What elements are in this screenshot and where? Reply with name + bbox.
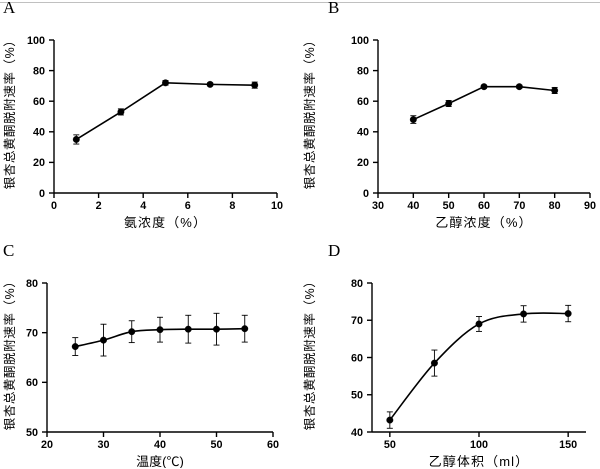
svg-text:100: 100 [470,439,488,451]
svg-text:60: 60 [33,96,45,108]
svg-text:50: 50 [210,439,222,451]
svg-text:50: 50 [443,200,455,212]
svg-text:50: 50 [384,439,396,451]
svg-text:4: 4 [140,200,146,212]
svg-text:40: 40 [351,427,363,439]
svg-text:60: 60 [478,200,490,212]
svg-text:20: 20 [33,157,45,169]
svg-text:60: 60 [351,352,363,364]
svg-text:100: 100 [27,35,45,47]
svg-text:60: 60 [267,439,279,451]
svg-text:20: 20 [41,439,53,451]
svg-text:40: 40 [407,200,419,212]
svg-text:40: 40 [357,127,369,139]
svg-text:90: 90 [584,200,596,212]
svg-text:40: 40 [154,439,166,451]
svg-text:60: 60 [26,377,38,389]
svg-text:30: 30 [372,200,384,212]
svg-text:D: D [328,241,340,260]
svg-text:80: 80 [351,278,363,290]
svg-text:100: 100 [351,35,369,47]
svg-text:70: 70 [513,200,525,212]
svg-text:B: B [328,0,339,17]
svg-text:80: 80 [357,65,369,77]
svg-text:6: 6 [185,200,191,212]
svg-text:70: 70 [351,315,363,327]
svg-text:银杏总黄酮脱附速率（%）: 银杏总黄酮脱附速率（%） [3,275,17,431]
svg-text:150: 150 [559,439,577,451]
svg-text:30: 30 [97,439,109,451]
svg-text:银杏总黄酮脱附速率（%）: 银杏总黄酮脱附速率（%） [303,34,317,190]
svg-text:0: 0 [363,188,369,200]
svg-text:氨浓度（%）: 氨浓度（%） [124,215,207,230]
svg-text:2: 2 [96,200,102,212]
svg-text:银杏总黄酮脱附速率（%）: 银杏总黄酮脱附速率（%） [303,275,317,431]
svg-text:10: 10 [271,200,283,212]
svg-text:70: 70 [26,327,38,339]
svg-text:C: C [3,241,14,260]
svg-text:乙醇体积（ml）: 乙醇体积（ml） [429,454,530,468]
svg-text:50: 50 [26,427,38,439]
svg-text:20: 20 [357,157,369,169]
svg-text:60: 60 [357,96,369,108]
svg-text:0: 0 [51,200,57,212]
svg-text:温度(℃): 温度(℃) [136,454,184,468]
svg-text:A: A [3,0,16,17]
svg-text:80: 80 [26,278,38,290]
svg-text:0: 0 [39,188,45,200]
svg-text:8: 8 [229,200,235,212]
svg-text:80: 80 [549,200,561,212]
svg-text:乙醇浓度（%）: 乙醇浓度（%） [435,215,532,230]
svg-text:银杏总黄酮脱附速率（%）: 银杏总黄酮脱附速率（%） [3,34,17,190]
svg-text:40: 40 [33,127,45,139]
svg-text:80: 80 [33,65,45,77]
svg-text:50: 50 [351,390,363,402]
